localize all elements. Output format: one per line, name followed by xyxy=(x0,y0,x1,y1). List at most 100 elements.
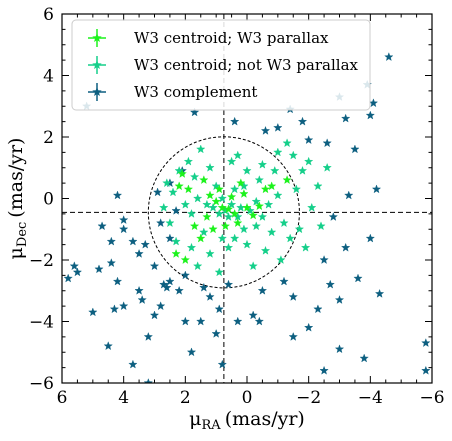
data-point-star xyxy=(174,181,184,191)
data-point-star xyxy=(297,116,308,126)
data-point-star xyxy=(260,184,271,194)
data-point-star xyxy=(288,150,298,160)
data-point-star xyxy=(285,233,295,243)
data-point-star xyxy=(254,175,264,184)
data-point-star xyxy=(94,264,104,274)
data-point-star xyxy=(341,242,351,252)
data-point-star xyxy=(106,236,116,246)
data-point-star xyxy=(282,175,292,184)
data-point-star xyxy=(177,169,187,178)
y-axis-title: μDec(mas/yr) xyxy=(5,138,30,260)
data-point-star xyxy=(236,178,246,188)
data-point-star xyxy=(211,196,221,206)
data-point-star xyxy=(193,193,203,203)
data-point-star xyxy=(384,52,394,61)
data-point-star xyxy=(313,181,323,191)
data-point-star xyxy=(205,162,215,172)
data-point-star xyxy=(254,316,264,326)
data-point-star xyxy=(230,116,240,126)
data-point-star xyxy=(223,212,234,221)
data-point-star xyxy=(202,199,212,209)
data-point-star xyxy=(143,378,153,383)
data-point-star xyxy=(319,255,329,264)
x-axis-title: μRA (mas/yr) xyxy=(189,408,305,433)
data-point-star xyxy=(313,304,323,314)
legend-label: W3 complement xyxy=(134,83,257,101)
data-point-star xyxy=(162,282,172,292)
data-point-star xyxy=(304,322,314,332)
data-point-star xyxy=(223,279,234,289)
data-point-star xyxy=(134,248,144,258)
data-point-star xyxy=(183,184,194,194)
data-point-star xyxy=(226,199,237,209)
data-point-star xyxy=(263,199,274,209)
data-point-star xyxy=(180,316,190,326)
data-point-star xyxy=(217,359,227,369)
data-point-star xyxy=(106,258,116,268)
data-point-star xyxy=(162,178,172,188)
data-point-star xyxy=(72,267,83,277)
data-point-star xyxy=(350,144,360,154)
data-point-star xyxy=(156,301,166,311)
data-point-star xyxy=(257,285,268,295)
data-point-star xyxy=(174,285,184,295)
data-point-star xyxy=(112,276,123,286)
data-point-star xyxy=(137,295,147,304)
data-point-star xyxy=(119,301,129,311)
legend-label: W3 centroid; W3 parallax xyxy=(134,29,329,47)
y-tick-label: 2 xyxy=(43,128,54,148)
y-tick-label: −6 xyxy=(29,374,54,394)
data-point-star xyxy=(109,304,120,314)
selection-circle xyxy=(147,136,300,289)
data-point-star xyxy=(421,338,431,347)
data-point-star xyxy=(307,202,317,212)
data-point-star xyxy=(149,310,160,320)
data-point-star xyxy=(239,189,249,198)
x-tick-label: −6 xyxy=(419,388,444,408)
data-point-star xyxy=(205,248,215,258)
data-point-star xyxy=(189,107,200,117)
data-point-star xyxy=(171,205,181,215)
data-point-star xyxy=(199,175,209,184)
data-point-star xyxy=(196,233,206,243)
data-point-star xyxy=(143,331,153,341)
data-point-star xyxy=(254,201,264,211)
data-point-star xyxy=(257,159,268,169)
data-point-star xyxy=(211,328,221,338)
x-tick-label: −4 xyxy=(358,388,383,408)
data-point-star xyxy=(199,282,209,292)
data-point-star xyxy=(344,190,354,200)
data-point-star xyxy=(128,236,138,246)
data-point-star xyxy=(202,212,212,221)
data-point-star xyxy=(226,156,237,166)
data-point-star xyxy=(279,276,289,286)
data-point-star xyxy=(189,221,200,231)
data-point-star xyxy=(353,273,363,283)
data-point-star xyxy=(226,192,237,201)
data-point-star xyxy=(279,218,289,228)
data-point-star xyxy=(288,331,298,341)
data-point-star xyxy=(304,135,314,145)
data-point-star xyxy=(334,295,345,304)
data-point-star xyxy=(165,233,175,243)
data-point-star xyxy=(103,341,113,351)
data-point-star xyxy=(282,138,292,148)
legend-box xyxy=(71,19,371,111)
data-point-star xyxy=(368,98,379,108)
data-point-star xyxy=(140,239,150,249)
data-point-star xyxy=(165,218,175,228)
legend-marker-star xyxy=(92,86,102,97)
data-point-star xyxy=(273,147,283,157)
data-point-star xyxy=(236,202,246,212)
data-point-star xyxy=(248,210,258,220)
data-point-star xyxy=(199,227,209,237)
data-point-star xyxy=(230,233,240,243)
data-point-star xyxy=(251,221,261,231)
data-point-star xyxy=(63,273,73,283)
data-point-star xyxy=(119,215,129,224)
data-point-star xyxy=(242,239,252,249)
data-point-star xyxy=(421,365,431,375)
data-point-star xyxy=(193,261,203,271)
data-point-star xyxy=(359,353,369,363)
